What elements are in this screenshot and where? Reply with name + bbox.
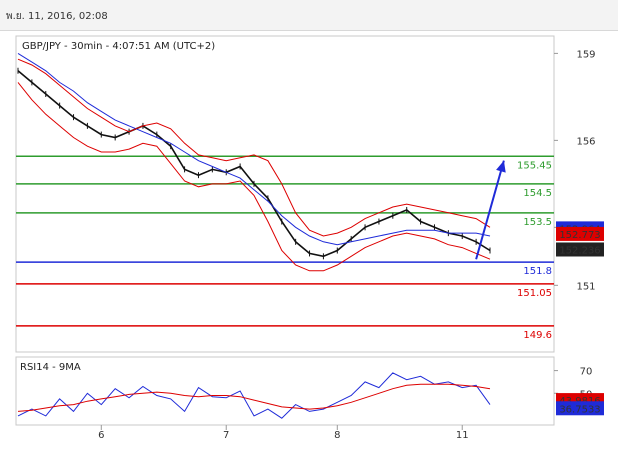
x-tick-label: 6 bbox=[98, 430, 104, 441]
rsi-boxes: 43.981636.7533 bbox=[556, 393, 604, 416]
level-label: 149.6 bbox=[523, 330, 552, 341]
level-label: 155.45 bbox=[517, 160, 552, 171]
price-box bbox=[556, 242, 604, 257]
price-levels: 155.45 154.5 153.5 151.8 151.05 149.6 bbox=[16, 155, 554, 341]
level-label: 151.05 bbox=[517, 288, 552, 299]
price-series-line bbox=[17, 70, 491, 258]
x-tick-label: 11 bbox=[456, 430, 469, 441]
price-series bbox=[17, 52, 491, 272]
price-series-line bbox=[17, 58, 491, 237]
price-series-line bbox=[17, 82, 491, 272]
x-tick-label: 8 bbox=[334, 430, 340, 441]
rsi-series-line bbox=[17, 383, 491, 412]
y-tick-label: 156 bbox=[576, 136, 595, 147]
projection-arrow bbox=[475, 160, 506, 260]
price-box-label: 152.236 bbox=[559, 245, 600, 256]
rsi-value-box bbox=[556, 401, 604, 416]
rsi-series-line bbox=[17, 372, 491, 419]
level-label: 154.5 bbox=[523, 188, 552, 199]
x-axis: 6 7 8 11 bbox=[98, 425, 469, 441]
price-panel-frame bbox=[15, 35, 555, 353]
price-box bbox=[556, 226, 604, 241]
y-tick-label: 159 bbox=[576, 49, 595, 60]
rsi-value-box-label: 36.7533 bbox=[559, 404, 600, 415]
x-tick-label: 7 bbox=[223, 430, 229, 441]
arrow-head bbox=[496, 160, 506, 173]
date-label: พ.ย. 11, 2016, 02:08 bbox=[6, 11, 108, 22]
y-tick-label: 151 bbox=[576, 281, 595, 292]
top-strip: พ.ย. 11, 2016, 02:08 bbox=[0, 0, 618, 31]
price-chart-title: GBP/JPY - 30min - 4:07:51 AM (UTC+2) bbox=[22, 41, 215, 52]
level-label: 153.5 bbox=[523, 217, 552, 228]
level-label: 151.8 bbox=[523, 266, 552, 277]
price-series-line bbox=[17, 52, 491, 246]
rsi-series bbox=[17, 372, 491, 419]
price-box-label: 152.773 bbox=[559, 230, 600, 241]
arrow-shaft bbox=[475, 160, 505, 260]
rsi-chart-title: RSI14 - 9MA bbox=[20, 362, 81, 373]
rsi-y-tick-label: 70 bbox=[580, 367, 593, 378]
chart-area: 155.45 154.5 153.5 151.8 151.05 149.6 159 156 1… bbox=[15, 35, 604, 441]
